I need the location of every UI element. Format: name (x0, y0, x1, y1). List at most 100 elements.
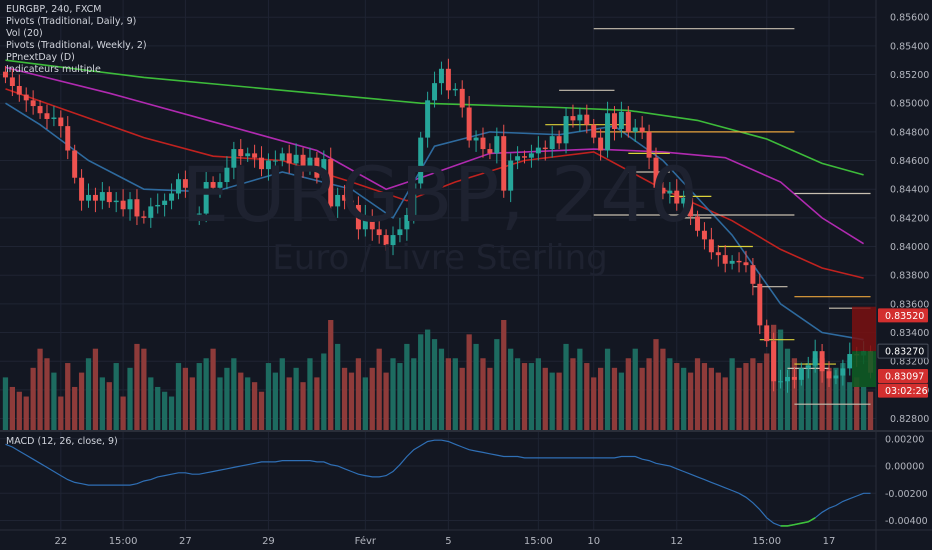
volume-bar (867, 391, 874, 430)
volume-bar (618, 372, 625, 430)
time-tick-label: 27 (179, 536, 192, 547)
volume-bar (51, 372, 57, 430)
candle-body (660, 187, 666, 194)
macd-tick-label: 0.00000 (885, 462, 924, 473)
volume-bar (182, 367, 189, 430)
volume-bar (452, 358, 458, 430)
candle-body (591, 124, 597, 138)
macd-label[interactable]: MACD (12, 26, close, 9) (6, 436, 118, 447)
volume-bar (203, 358, 209, 430)
volume-bar (694, 358, 701, 430)
candle-body (148, 206, 154, 218)
position-loss-zone (852, 306, 876, 352)
candle-body (196, 213, 202, 215)
price-tick-label: 0.85000 (890, 99, 929, 110)
candle-body (508, 160, 514, 191)
volume-bar (314, 377, 320, 430)
volume-bar (92, 348, 99, 430)
candle-body (632, 127, 638, 132)
legend-item-pivots-weekly[interactable]: Pivots (Traditional, Weekly, 2) (6, 40, 147, 51)
volume-bar (535, 358, 541, 430)
legend-item-ppnextday[interactable]: PPnextDay (D) (6, 52, 75, 63)
candle-body (286, 153, 292, 164)
volume-bar (168, 396, 175, 430)
volume-bar (466, 334, 472, 430)
volume-bar (480, 358, 486, 430)
time-tick-label: 29 (262, 536, 275, 547)
symbol-title[interactable]: EURGBP, 240, FXCM (6, 4, 102, 15)
volume-bar (687, 372, 694, 430)
candle-body (729, 260, 735, 264)
legend-item-volume[interactable]: Vol (20) (6, 28, 43, 39)
candle-body (92, 194, 98, 201)
candle-body (501, 136, 507, 191)
volume-bar (72, 386, 78, 430)
volume-bar (840, 363, 846, 430)
candle-body (155, 204, 161, 207)
candle-body (646, 131, 652, 158)
price-badge (878, 383, 928, 398)
candle-body (231, 149, 237, 168)
volume-bar (369, 367, 375, 430)
candle-body (369, 216, 375, 230)
volume-bar (189, 377, 195, 430)
price-badge (878, 368, 928, 383)
volume-bar (591, 377, 597, 430)
candle-body (30, 100, 36, 107)
volume-bar (431, 339, 438, 430)
volume-bar (819, 358, 825, 430)
candle-body (681, 197, 687, 204)
volume-bar (791, 358, 798, 430)
price-tick-label: 0.84000 (890, 242, 929, 253)
candle-body (300, 154, 306, 167)
candle-body (265, 160, 271, 170)
candle-body (515, 156, 521, 161)
candle-body (847, 354, 853, 369)
volume-bar (681, 367, 687, 430)
candle-body (701, 230, 707, 240)
price-badge-label: 0.83097 (885, 371, 924, 382)
volume-bar (348, 372, 355, 430)
candle-body (224, 167, 230, 183)
candle-body (418, 137, 424, 184)
candle-body (764, 325, 770, 342)
candle-body (556, 136, 562, 144)
volume-bar (715, 372, 721, 430)
time-tick-label: 17 (823, 536, 836, 547)
volume-bar (667, 358, 673, 430)
volume-bar (30, 367, 36, 430)
legend-item-multi-indicators[interactable]: Indicateurs multiple (6, 64, 101, 75)
candle-body (203, 182, 209, 214)
candle-body (819, 351, 825, 372)
candle-body (549, 136, 555, 150)
candle-body (715, 252, 721, 256)
candle-body (445, 68, 451, 91)
time-tick-label: 15:00 (752, 536, 781, 547)
candle-body (2, 71, 8, 78)
candle-body (736, 260, 742, 263)
volume-bar (2, 377, 9, 430)
candle-body (522, 156, 527, 158)
candle-body (611, 113, 617, 129)
candle-body (376, 229, 382, 236)
volume-bar (812, 358, 818, 430)
candle-body (577, 114, 583, 121)
volume-bar (127, 367, 133, 430)
price-tick-label: 0.84800 (890, 127, 929, 138)
volume-bar (646, 358, 652, 430)
candle-body (771, 341, 777, 382)
candle-body (362, 216, 368, 230)
candle-body (279, 153, 285, 161)
candle-body (321, 159, 327, 178)
volume-bar (584, 363, 590, 430)
candle-body (466, 107, 472, 141)
volume-bar (99, 377, 105, 430)
volume-bar (175, 363, 182, 430)
volume-bar (355, 358, 362, 430)
legend-item-pivots-daily[interactable]: Pivots (Traditional, Daily, 9) (6, 16, 137, 27)
volume-bar (577, 348, 583, 430)
volume-bar (764, 353, 770, 430)
volume-bar (113, 363, 119, 430)
candle-body (833, 375, 839, 379)
